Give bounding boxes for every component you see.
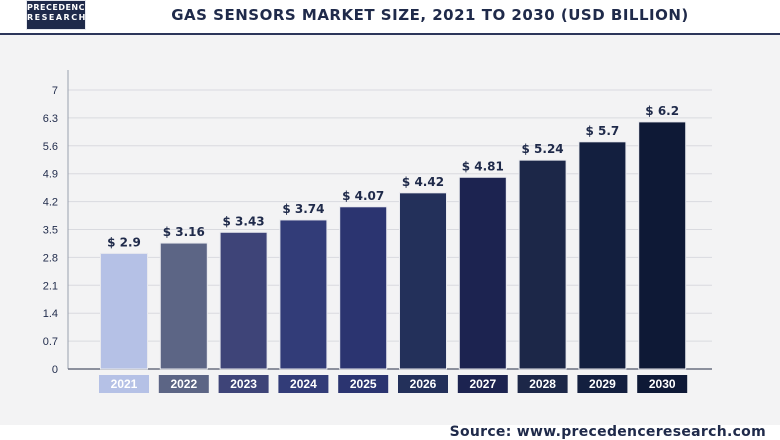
header-divider [0, 33, 780, 35]
bar [638, 121, 687, 370]
y-tick-label: 6.3 [43, 113, 58, 125]
data-label: $ 4.07 [342, 189, 384, 203]
x-tick-badge [158, 375, 209, 393]
x-tick-label: 2025 [350, 377, 377, 391]
x-tick-label: 2027 [469, 377, 496, 391]
x-tick-label: 2026 [410, 377, 437, 391]
header: PRECEDENCE RESEARCH GAS SENSORS MARKET S… [0, 0, 780, 32]
y-tick-label: 2.8 [43, 252, 58, 264]
x-tick-label: 2030 [649, 377, 676, 391]
data-label: $ 6.2 [645, 104, 679, 118]
x-tick-badge [637, 375, 688, 393]
bar [279, 219, 328, 370]
bar [219, 231, 268, 370]
x-tick-badge [338, 375, 389, 393]
source-credit: Source: www.precedenceresearch.com [449, 424, 766, 440]
x-tick-badge [457, 375, 508, 393]
data-label: $ 3.43 [223, 214, 265, 228]
y-tick-label: 1.4 [43, 308, 58, 320]
x-tick-badge [99, 375, 149, 393]
x-tick-badge [517, 375, 568, 393]
data-label: $ 5.24 [522, 142, 564, 156]
bar [458, 176, 507, 370]
chart-title: GAS SENSORS MARKET SIZE, 2021 TO 2030 (U… [171, 6, 689, 24]
bar [159, 242, 208, 370]
y-tick-label: 5.6 [43, 141, 58, 153]
bar-chart: 0 0.7 1.4 2.1 2.8 3.5 4.2 4.9 5.6 6.3 7 $ 2.9 2021 $ … [43, 70, 712, 393]
y-tick-label: 4.2 [43, 197, 58, 209]
y-tick-label: 4.9 [43, 169, 58, 181]
x-tick-label: 2023 [230, 377, 257, 391]
x-tick-badge [278, 375, 329, 393]
y-tick-label: 0 [52, 364, 58, 376]
chart-panel: 0 0.7 1.4 2.1 2.8 3.5 4.2 4.9 5.6 6.3 7 $ 2.9 2021 $ … [0, 35, 780, 425]
x-tick-label: 2024 [290, 377, 317, 391]
data-label: $ 4.42 [402, 175, 444, 189]
x-tick-label: 2029 [589, 377, 616, 391]
brand-logo: PRECEDENCE RESEARCH [26, 0, 91, 30]
data-label: $ 3.74 [282, 202, 324, 216]
x-tick-badge [398, 375, 448, 393]
x-tick-label: 2021 [111, 377, 138, 391]
x-tick-badge [577, 375, 628, 393]
x-tick-badge [218, 375, 269, 393]
data-label: $ 4.81 [462, 159, 504, 173]
data-label: $ 5.7 [586, 124, 620, 138]
data-label: $ 2.9 [107, 235, 141, 249]
logo-line1: PRECEDENCE [27, 3, 91, 12]
y-tick-label: 0.7 [43, 336, 58, 348]
bar [100, 252, 148, 370]
x-tick-label: 2022 [170, 377, 197, 391]
logo-line2: RESEARCH [27, 13, 87, 22]
data-label: $ 3.16 [163, 225, 205, 239]
bar [578, 141, 627, 370]
y-tick-label: 2.1 [43, 280, 58, 292]
bar [339, 206, 388, 370]
y-tick-label: 7 [52, 85, 58, 97]
y-tick-label: 3.5 [43, 225, 58, 237]
x-tick-label: 2028 [529, 377, 556, 391]
bar [518, 159, 567, 370]
bar [399, 192, 447, 370]
